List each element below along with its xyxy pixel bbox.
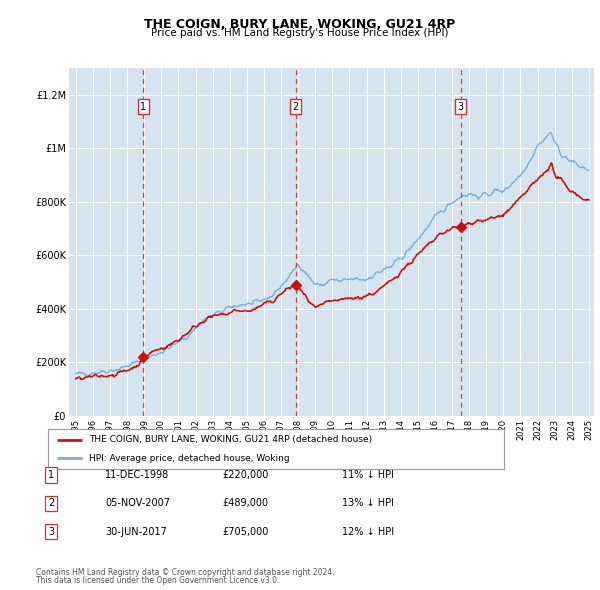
Text: 1: 1 — [140, 101, 146, 112]
Text: 12% ↓ HPI: 12% ↓ HPI — [342, 527, 394, 536]
Text: THE COIGN, BURY LANE, WOKING, GU21 4RP: THE COIGN, BURY LANE, WOKING, GU21 4RP — [145, 18, 455, 31]
Text: 30-JUN-2017: 30-JUN-2017 — [105, 527, 167, 536]
Text: 2: 2 — [48, 499, 54, 508]
Text: 2: 2 — [292, 101, 299, 112]
Bar — [584, 68, 594, 416]
Bar — [584, 68, 594, 416]
Text: £220,000: £220,000 — [222, 470, 268, 480]
Text: Price paid vs. HM Land Registry's House Price Index (HPI): Price paid vs. HM Land Registry's House … — [151, 28, 449, 38]
Text: £705,000: £705,000 — [222, 527, 268, 536]
Text: 3: 3 — [458, 101, 464, 112]
Text: 1: 1 — [48, 470, 54, 480]
Text: £489,000: £489,000 — [222, 499, 268, 508]
Text: Contains HM Land Registry data © Crown copyright and database right 2024.: Contains HM Land Registry data © Crown c… — [36, 568, 335, 577]
Text: 11% ↓ HPI: 11% ↓ HPI — [342, 470, 394, 480]
Text: 11-DEC-1998: 11-DEC-1998 — [105, 470, 169, 480]
Text: This data is licensed under the Open Government Licence v3.0.: This data is licensed under the Open Gov… — [36, 576, 280, 585]
Text: 05-NOV-2007: 05-NOV-2007 — [105, 499, 170, 508]
Text: 13% ↓ HPI: 13% ↓ HPI — [342, 499, 394, 508]
Text: 3: 3 — [48, 527, 54, 536]
Text: THE COIGN, BURY LANE, WOKING, GU21 4RP (detached house): THE COIGN, BURY LANE, WOKING, GU21 4RP (… — [89, 435, 372, 444]
Text: HPI: Average price, detached house, Woking: HPI: Average price, detached house, Woki… — [89, 454, 290, 463]
